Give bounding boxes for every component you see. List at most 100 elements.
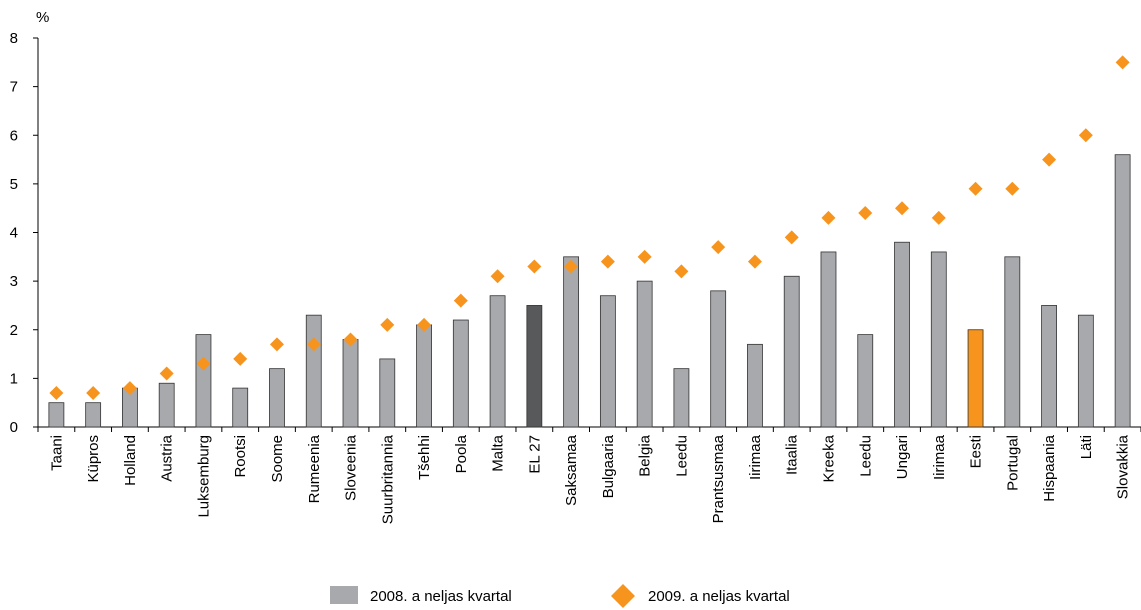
bar (894, 241, 910, 428)
bar (489, 295, 506, 428)
marker (453, 293, 468, 308)
bar (416, 324, 432, 428)
marker (564, 259, 579, 274)
x-tick-label: EL 27 (526, 435, 543, 474)
marker (895, 201, 910, 216)
marker (269, 337, 284, 352)
marker (380, 317, 395, 332)
x-tick-label: Eesti (968, 435, 985, 468)
marker (159, 366, 174, 381)
bar (195, 334, 212, 428)
marker (637, 249, 652, 264)
x-tick-label: Leedu (857, 435, 874, 477)
bar (563, 256, 580, 428)
marker (858, 206, 873, 221)
marker (417, 317, 432, 332)
marker (1078, 128, 1093, 143)
bar (269, 368, 285, 428)
x-tick-label: Kreeka (820, 434, 837, 482)
bar (526, 305, 543, 428)
marker (600, 254, 615, 269)
bar (967, 329, 984, 428)
marker (490, 269, 505, 284)
legend-label: 2008. a neljas kvartal (370, 588, 512, 605)
y-tick-label: 7 (10, 79, 18, 96)
bar (342, 339, 359, 428)
y-tick-label: 3 (10, 273, 18, 290)
bar (599, 295, 616, 428)
y-tick-label: 8 (10, 30, 18, 47)
bar (673, 368, 690, 428)
y-tick-label: 1 (10, 370, 18, 387)
x-tick-label: Suurbritannia (379, 434, 396, 524)
marker (49, 385, 64, 400)
marker (233, 351, 248, 366)
x-tick-label: Bulgaaria (600, 434, 617, 498)
x-tick-label: Läti (1078, 435, 1095, 459)
bar (1004, 256, 1021, 428)
marker (196, 356, 211, 371)
x-tick-label: Soome (269, 435, 286, 483)
bar (783, 275, 800, 428)
bar (820, 251, 837, 428)
legend-label: 2009. a neljas kvartal (648, 588, 790, 605)
x-tick-label: Poola (453, 434, 470, 473)
x-tick-label: Küpros (85, 435, 102, 483)
bar (305, 314, 322, 428)
marker (784, 230, 799, 245)
x-tick-label: Iirimaa (747, 434, 764, 480)
y-tick-label: 5 (10, 176, 18, 193)
x-tick-label: Portugal (1004, 435, 1021, 491)
x-tick-label: Tšehhi (416, 435, 433, 480)
x-tick-label: Saksamaa (563, 434, 580, 506)
marker (711, 240, 726, 255)
x-tick-label: Leedu (673, 435, 690, 477)
x-tick-label: Holland (122, 435, 139, 486)
x-tick-label: Rumeenia (306, 434, 323, 503)
bar (85, 402, 102, 428)
marker (1042, 152, 1057, 167)
y-tick-label: 0 (10, 419, 18, 436)
marker (343, 332, 358, 347)
x-tick-label: Taani (48, 435, 65, 471)
y-tick-label: 2 (10, 322, 18, 339)
y-axis-label: % (36, 9, 49, 26)
x-tick-label: Belgia (637, 434, 654, 476)
bar (158, 382, 175, 428)
marker (674, 264, 689, 279)
marker (1115, 55, 1130, 70)
marker (1005, 181, 1020, 196)
bar (1041, 305, 1057, 428)
x-tick-label: Iirimaa (931, 434, 948, 480)
x-tick-label: Rootsi (232, 435, 249, 478)
x-tick-label: Itaalia (784, 434, 801, 475)
bar (710, 290, 727, 428)
bar (930, 251, 947, 428)
bar (1077, 314, 1094, 428)
marker (968, 181, 983, 196)
x-tick-label: Malta (490, 434, 507, 471)
bar (48, 402, 65, 428)
bar (636, 280, 653, 428)
x-tick-label: Sloveenia (343, 434, 360, 501)
x-tick-label: Hispaania (1041, 434, 1058, 501)
bar (1114, 154, 1131, 428)
marker (306, 337, 321, 352)
y-tick-label: 6 (10, 127, 18, 144)
marker (122, 381, 137, 396)
legend-swatch (330, 586, 358, 604)
bar (857, 334, 874, 428)
x-tick-label: Slovakkia (1115, 434, 1132, 499)
marker (527, 259, 542, 274)
bar (232, 387, 249, 428)
bar (452, 319, 469, 428)
bar (747, 343, 763, 428)
x-tick-label: Luksemburg (195, 435, 212, 518)
legend-swatch (611, 584, 635, 608)
x-tick-label: Ungari (894, 435, 911, 479)
marker (86, 385, 101, 400)
bar (379, 358, 396, 428)
x-tick-label: Austria (159, 434, 176, 481)
y-tick-label: 4 (10, 225, 18, 242)
